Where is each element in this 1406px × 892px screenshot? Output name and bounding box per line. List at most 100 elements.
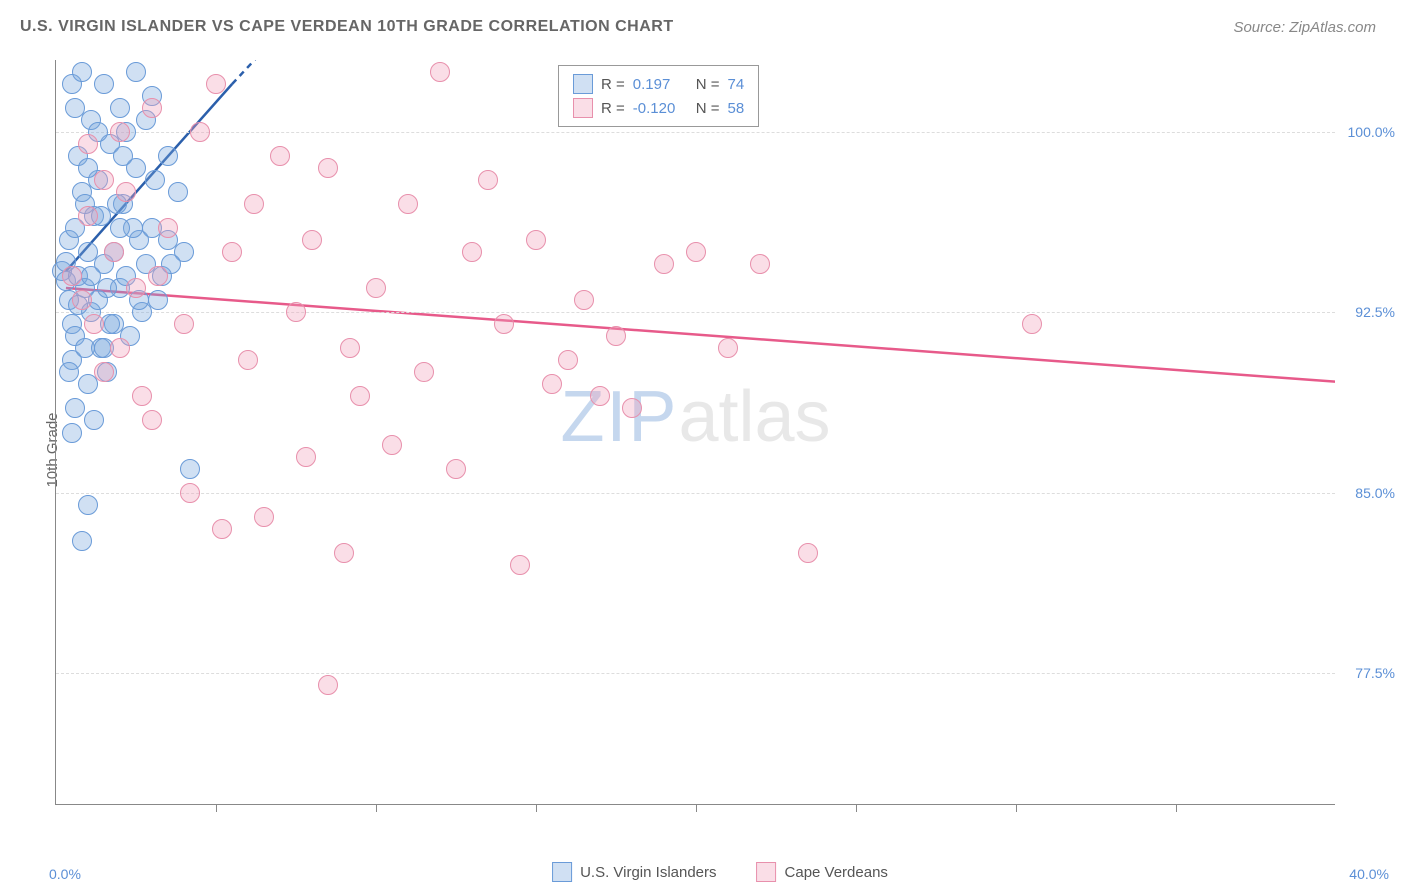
data-point (174, 314, 194, 334)
data-point (414, 362, 434, 382)
legend-swatch (573, 74, 593, 94)
data-point (158, 146, 178, 166)
data-point (72, 531, 92, 551)
series-name: U.S. Virgin Islanders (580, 864, 716, 881)
data-point (62, 423, 82, 443)
data-point (84, 410, 104, 430)
data-point (78, 495, 98, 515)
data-point (59, 362, 79, 382)
x-tick (1176, 804, 1177, 812)
data-point (238, 350, 258, 370)
plot-area: ZIPatlas R = 0.197 N = 74 R = -0.120 N =… (55, 60, 1335, 805)
n-value: 58 (728, 100, 745, 117)
data-point (382, 435, 402, 455)
legend-item: U.S. Virgin Islanders (552, 862, 716, 882)
data-point (574, 290, 594, 310)
y-tick-label: 100.0% (1348, 124, 1395, 140)
x-tick (376, 804, 377, 812)
n-label: N = (696, 76, 720, 93)
data-point (798, 543, 818, 563)
x-tick (216, 804, 217, 812)
data-point (462, 242, 482, 262)
data-point (718, 338, 738, 358)
data-point (78, 206, 98, 226)
data-point (110, 98, 130, 118)
legend-swatch (757, 862, 777, 882)
x-tick (1016, 804, 1017, 812)
data-point (110, 122, 130, 142)
gridline (56, 493, 1335, 494)
data-point (97, 278, 117, 298)
data-point (72, 62, 92, 82)
x-tick (696, 804, 697, 812)
n-value: 74 (728, 76, 745, 93)
data-point (350, 386, 370, 406)
data-point (142, 410, 162, 430)
y-tick-label: 77.5% (1355, 665, 1395, 681)
data-point (542, 374, 562, 394)
data-point (104, 242, 124, 262)
x-tick (856, 804, 857, 812)
data-point (116, 182, 136, 202)
x-tick (536, 804, 537, 812)
series-legend: U.S. Virgin Islanders Cape Verdeans (552, 862, 888, 882)
data-point (94, 362, 114, 382)
data-point (750, 254, 770, 274)
data-point (334, 543, 354, 563)
data-point (244, 194, 264, 214)
gridline (56, 673, 1335, 674)
r-label: R = (601, 100, 625, 117)
legend-item: Cape Verdeans (757, 862, 888, 882)
legend-swatch (552, 862, 572, 882)
chart-title: U.S. VIRGIN ISLANDER VS CAPE VERDEAN 10T… (20, 18, 674, 36)
gridline (56, 312, 1335, 313)
data-point (296, 447, 316, 467)
data-point (478, 170, 498, 190)
data-point (654, 254, 674, 274)
data-point (142, 98, 162, 118)
data-point (126, 62, 146, 82)
series-name: Cape Verdeans (785, 864, 888, 881)
data-point (494, 314, 514, 334)
data-point (113, 146, 133, 166)
data-point (180, 459, 200, 479)
data-point (286, 302, 306, 322)
data-point (94, 74, 114, 94)
data-point (110, 218, 130, 238)
data-point (686, 242, 706, 262)
y-tick-label: 85.0% (1355, 485, 1395, 501)
data-point (72, 290, 92, 310)
data-point (132, 386, 152, 406)
legend-row: R = 0.197 N = 74 (573, 72, 744, 96)
legend-swatch (573, 98, 593, 118)
data-point (158, 218, 178, 238)
data-point (65, 98, 85, 118)
data-point (180, 483, 200, 503)
data-point (206, 74, 226, 94)
data-point (148, 266, 168, 286)
data-point (1022, 314, 1042, 334)
data-point (94, 170, 114, 190)
chart-container: 10th Grade ZIPatlas R = 0.197 N = 74 R =… (55, 60, 1385, 840)
data-point (126, 278, 146, 298)
data-point (84, 314, 104, 334)
data-point (302, 230, 322, 250)
correlation-legend: R = 0.197 N = 74 R = -0.120 N = 58 (558, 65, 759, 127)
data-point (340, 338, 360, 358)
data-point (254, 507, 274, 527)
data-point (78, 134, 98, 154)
x-max-label: 40.0% (1349, 866, 1389, 882)
data-point (558, 350, 578, 370)
source-attribution: Source: ZipAtlas.com (1233, 19, 1376, 36)
x-min-label: 0.0% (49, 866, 81, 882)
data-point (526, 230, 546, 250)
r-label: R = (601, 76, 625, 93)
data-point (65, 398, 85, 418)
legend-row: R = -0.120 N = 58 (573, 96, 744, 120)
data-point (168, 182, 188, 202)
r-value: 0.197 (633, 76, 688, 93)
data-point (366, 278, 386, 298)
data-point (222, 242, 242, 262)
trend-lines (56, 60, 1335, 804)
data-point (190, 122, 210, 142)
